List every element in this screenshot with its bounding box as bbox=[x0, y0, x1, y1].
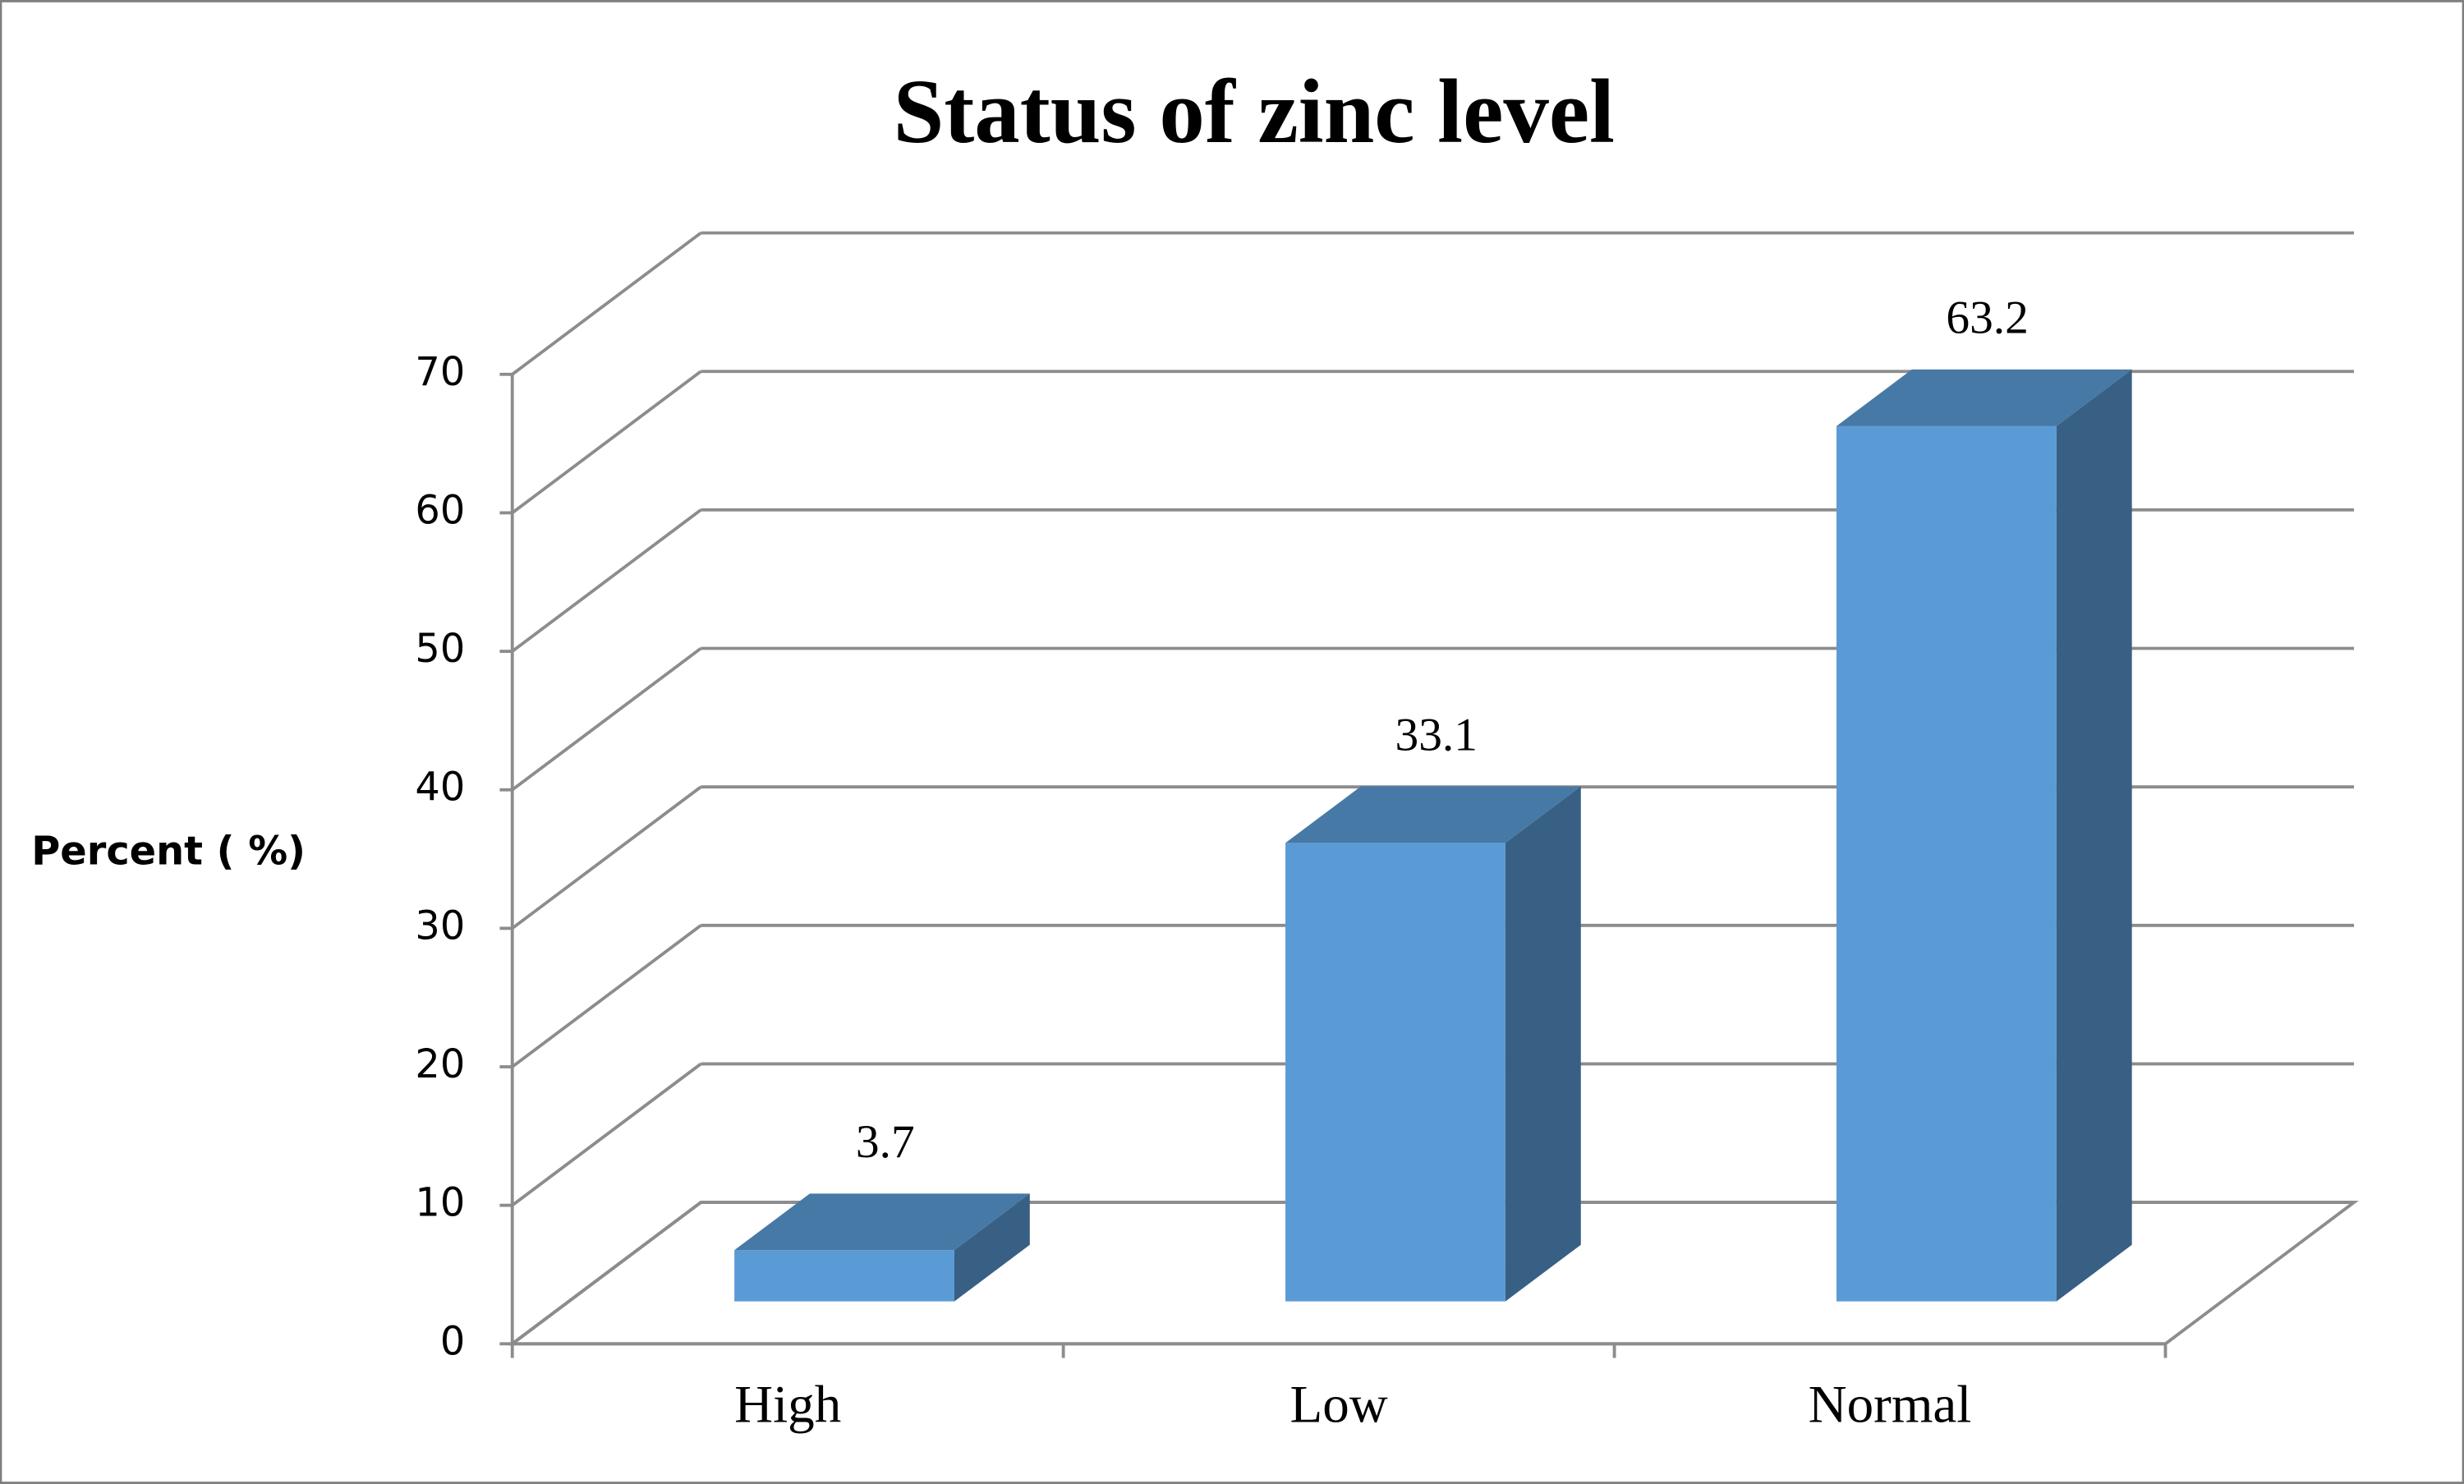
x-tick-label: High bbox=[734, 1376, 841, 1435]
grid-line bbox=[511, 1201, 702, 1345]
grid-line bbox=[511, 370, 702, 514]
grid-line bbox=[511, 785, 702, 930]
grid-line bbox=[511, 508, 702, 653]
bar-front bbox=[1285, 843, 1506, 1302]
bar-side bbox=[954, 1193, 1030, 1302]
y-tick-label: 70 bbox=[415, 350, 465, 395]
grid-line bbox=[511, 232, 702, 376]
data-label: 33.1 bbox=[1395, 709, 1478, 760]
chart-title: Status of zinc level bbox=[894, 62, 1615, 163]
grid-line bbox=[511, 924, 702, 1068]
grid-line bbox=[511, 1062, 702, 1207]
x-tick-label: Low bbox=[1289, 1376, 1387, 1435]
bar-side bbox=[2056, 369, 2132, 1302]
grid-line bbox=[511, 646, 702, 792]
y-tick-label: 50 bbox=[415, 627, 465, 672]
bar-side bbox=[1505, 786, 1581, 1302]
y-axis-label: Percent ( %) bbox=[31, 829, 306, 874]
y-tick-label: 10 bbox=[415, 1181, 465, 1226]
bar-front bbox=[1836, 425, 2057, 1302]
data-label: 3.7 bbox=[856, 1116, 915, 1168]
x-tick-label: Normal bbox=[1809, 1376, 1972, 1435]
y-tick-label: 40 bbox=[415, 765, 465, 811]
y-tick-label: 20 bbox=[415, 1042, 465, 1087]
y-tick-label: 30 bbox=[415, 903, 465, 949]
data-label: 63.2 bbox=[1946, 292, 2028, 344]
bar-top bbox=[1285, 786, 1581, 843]
bar-top bbox=[734, 1193, 1030, 1251]
bar-front bbox=[734, 1250, 954, 1302]
y-tick-label: 0 bbox=[440, 1319, 465, 1364]
y-tick-label: 60 bbox=[415, 488, 465, 533]
bar-top bbox=[1836, 369, 2132, 426]
